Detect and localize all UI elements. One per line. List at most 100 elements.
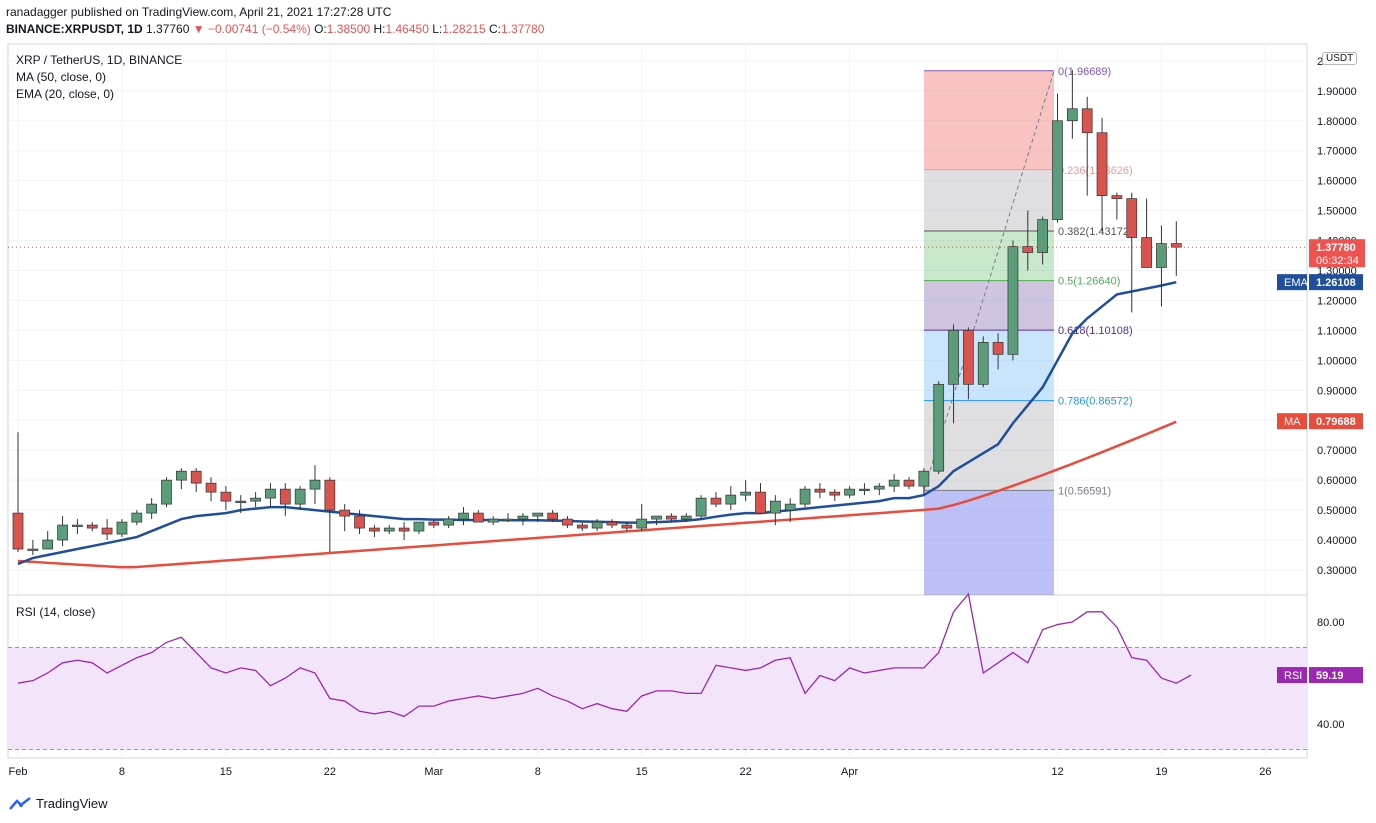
date-tick-label: 15	[220, 766, 232, 778]
candle-up	[161, 479, 172, 505]
ma-badge-tag: MA	[1284, 416, 1301, 428]
candle-up	[784, 503, 796, 511]
candle-up	[72, 524, 83, 527]
candle-down	[205, 482, 217, 493]
legend-ema[interactable]: EMA (20, close, 0)	[16, 87, 115, 101]
price-tick-label: 1.70000	[1317, 146, 1357, 158]
close-value: 1.37780	[500, 22, 545, 36]
plot-frame	[7, 43, 1308, 759]
candle-up	[27, 548, 39, 551]
rsi-badge-value: 59.19	[1316, 670, 1344, 682]
candle-down	[992, 342, 1004, 355]
price-tick-label: 2	[1317, 56, 1323, 68]
fib-trendline	[923, 70, 1055, 491]
tradingview-logo-icon	[9, 796, 31, 810]
candle-up	[1066, 108, 1078, 122]
candle-up	[294, 488, 306, 505]
price-badge-bg	[1309, 239, 1365, 268]
candle-up	[517, 515, 529, 520]
candle-up	[799, 488, 811, 505]
brand-name: TradingView	[36, 796, 108, 811]
close-label: C:	[488, 22, 501, 36]
ema-badge-value: 1.26108	[1316, 277, 1356, 289]
ma-badge-tag-bg	[1277, 413, 1307, 430]
date-tick-label: 26	[1259, 766, 1271, 778]
legend-title[interactable]: XRP / TetherUS, 1D, BINANCE	[16, 53, 183, 67]
price-tick-label: 1.50000	[1317, 206, 1357, 218]
price-tick-label: 0.50000	[1317, 505, 1357, 517]
candle-down	[1170, 243, 1182, 248]
candle-up	[1156, 243, 1167, 268]
candle-down	[621, 524, 633, 529]
candle-down	[369, 527, 380, 532]
price-tick-label: 1.00000	[1317, 355, 1357, 367]
candle-up	[176, 470, 187, 481]
candle-down	[101, 527, 113, 535]
currency-badge[interactable]: USDT	[1322, 52, 1358, 65]
candle-down	[428, 521, 440, 526]
fib-zone	[924, 400, 1054, 491]
price-tick-label: 1.80000	[1317, 116, 1357, 128]
candle-up	[948, 330, 959, 385]
fib-zone	[924, 169, 1054, 232]
fib-level-label: 0.236(1.63626)	[1058, 165, 1133, 177]
price-tick-label: 0.30000	[1317, 565, 1357, 577]
publisher-line: ranadagger published on TradingView.com,…	[6, 5, 392, 19]
price-tick-label: 1.20000	[1317, 295, 1357, 307]
high-value: 1.46450	[385, 22, 429, 36]
candle-down	[666, 515, 677, 520]
candle-up	[532, 512, 544, 517]
candle-down	[190, 470, 202, 484]
candle-down	[1081, 108, 1093, 134]
candle-up	[309, 479, 321, 490]
date-tick-label: Feb	[9, 766, 28, 778]
rsi-tick-label: 40.00	[1317, 719, 1345, 731]
candle-up	[265, 488, 276, 499]
fib-level-label: 0.786(0.86572)	[1058, 396, 1133, 408]
candle-down	[354, 515, 365, 529]
fib-level-label: 1(0.56591)	[1058, 485, 1111, 497]
fib-zone	[924, 330, 1054, 401]
low-label: L:	[432, 22, 443, 36]
date-tick-label: 22	[324, 766, 336, 778]
price-tick-label: 0.40000	[1317, 535, 1357, 547]
candle-down	[576, 524, 588, 529]
date-tick-label: Apr	[841, 766, 858, 778]
last-price: 1.37760	[146, 22, 190, 36]
fib-zone	[924, 70, 1054, 170]
candle-up	[695, 497, 707, 517]
candle-down	[547, 512, 558, 520]
legend-ma[interactable]: MA (50, close, 0)	[16, 70, 107, 84]
change-arrow-icon: ▼	[192, 22, 205, 36]
legend-rsi[interactable]: RSI (14, close)	[16, 605, 96, 619]
candle-up	[873, 485, 885, 490]
ema-badge-value-bg	[1309, 274, 1363, 291]
candle-down	[1096, 132, 1108, 196]
candle-up	[933, 383, 945, 472]
symbol-label: BINANCE:XRPUSDT, 1D	[6, 22, 143, 36]
ema-badge-tag-bg	[1277, 274, 1307, 291]
candle-down	[963, 330, 974, 385]
candle-down	[324, 479, 336, 511]
fib-level-label: 0.5(1.26640)	[1058, 276, 1120, 288]
price-tick-label: 0.70000	[1317, 445, 1357, 457]
date-tick-label: 22	[740, 766, 752, 778]
open-value: 1.38500	[326, 22, 371, 36]
candle-up	[383, 527, 395, 532]
candle-up	[977, 342, 989, 385]
brand-logo[interactable]: TradingView	[8, 796, 108, 811]
candle-up	[918, 470, 930, 487]
candle-up	[888, 479, 900, 487]
ma-50-line	[17, 420, 1177, 569]
ma-badge-value: 0.79688	[1316, 416, 1356, 428]
candle-up	[458, 512, 469, 520]
candle-up	[443, 518, 454, 526]
candle-down	[755, 491, 766, 514]
candle-up	[1052, 120, 1063, 220]
candle-down	[829, 491, 841, 496]
candle-up	[413, 521, 425, 532]
price-tick-label: 1.10000	[1317, 325, 1357, 337]
low-value: 1.28215	[442, 22, 486, 36]
candle-down	[86, 524, 98, 529]
